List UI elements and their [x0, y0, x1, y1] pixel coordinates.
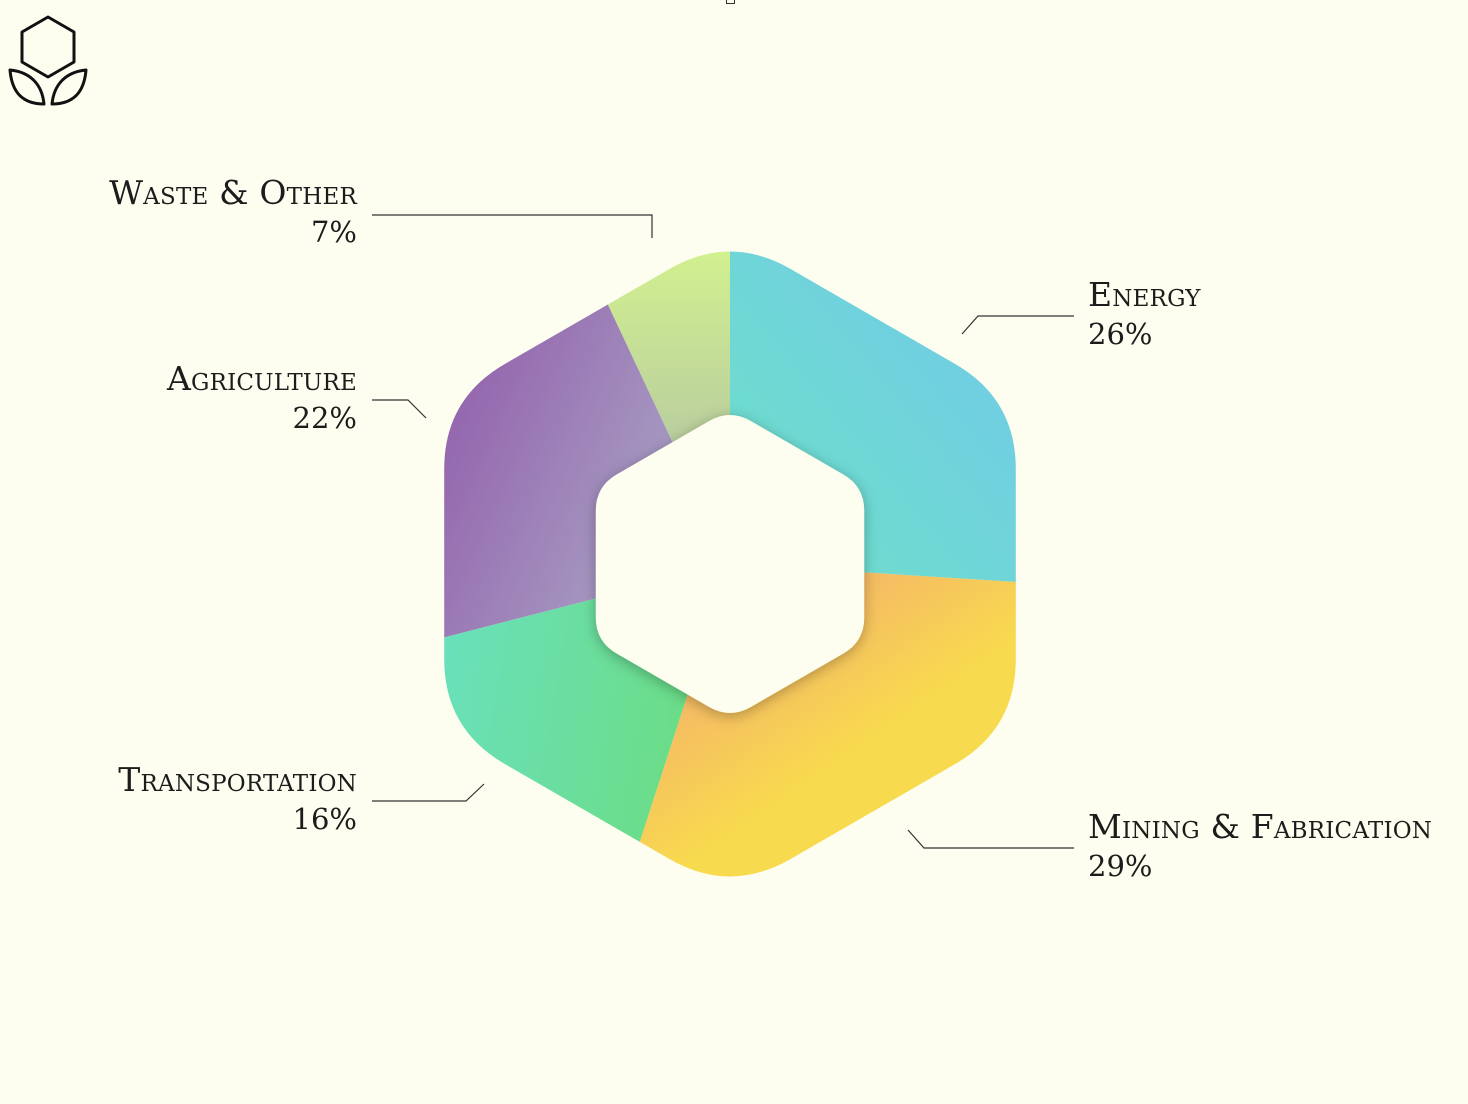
- slice-label-transportation: Transportation 16%: [118, 763, 357, 834]
- leader-line-waste-other: [372, 214, 653, 238]
- slice-value: 7%: [310, 215, 357, 249]
- slice-name: Waste & Other: [109, 173, 357, 212]
- slice-label-agriculture: Agriculture 22%: [167, 362, 357, 433]
- slice-name: Mining & Fabrication: [1088, 807, 1433, 846]
- slice-label-energy: Energy 26%: [1088, 278, 1201, 349]
- slice-name: Transportation: [118, 760, 357, 799]
- slice-value: 29%: [1088, 849, 1153, 883]
- slice-label-waste-other: Waste & Other 7%: [109, 176, 357, 247]
- slice-value: 16%: [292, 802, 357, 836]
- logo: [6, 14, 92, 108]
- slice-value: 22%: [292, 401, 357, 435]
- leader-line-transportation: [372, 783, 485, 802]
- top-marker: [726, 0, 735, 4]
- slice-name: Agriculture: [166, 359, 357, 398]
- donut-hole: [595, 415, 865, 713]
- hexagon-sprout-icon: [8, 15, 88, 106]
- slice-label-mining-fabrication: Mining & Fabrication 29%: [1088, 810, 1432, 881]
- slice-value: 26%: [1088, 317, 1153, 351]
- leader-line-energy: [961, 315, 1074, 335]
- slice-name: Energy: [1088, 275, 1201, 314]
- leader-line-mining-fabrication: [907, 829, 1074, 849]
- leader-line-agriculture: [372, 399, 427, 419]
